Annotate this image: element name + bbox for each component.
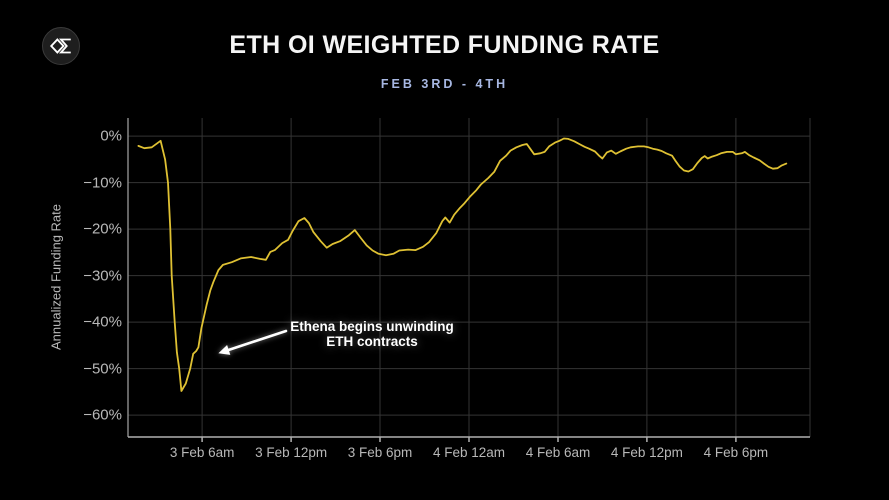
x-tick-label: 3 Feb 12pm bbox=[255, 445, 328, 460]
x-tick-label: 4 Feb 6am bbox=[525, 445, 591, 460]
y-tick-label: −30% bbox=[83, 267, 122, 285]
y-axis-title: Annualized Funding Rate bbox=[48, 204, 64, 350]
chart-subtitle: FEB 3RD - 4TH bbox=[380, 77, 509, 91]
sigma-diamond-glyph bbox=[49, 38, 71, 54]
y-tick-label: −40% bbox=[83, 313, 122, 331]
annotation-arrow-shaft bbox=[223, 329, 288, 353]
y-tick-label: −10% bbox=[83, 174, 122, 192]
y-tick-label: −20% bbox=[83, 220, 122, 238]
annotation-line-2: ETH contracts bbox=[326, 334, 418, 349]
annotation-line-1: Ethena begins unwinding bbox=[290, 319, 454, 334]
sigma-diamond-logo-icon bbox=[42, 27, 80, 65]
x-tick-label: 4 Feb 12am bbox=[432, 445, 506, 460]
y-tick-label: 0% bbox=[100, 127, 122, 145]
chart-title: ETH OI WEIGHTED FUNDING RATE bbox=[229, 31, 660, 59]
annotation-arrow bbox=[218, 329, 288, 355]
y-tick-label: −50% bbox=[83, 360, 122, 378]
x-tick-label: 3 Feb 6pm bbox=[347, 445, 413, 460]
annotation-arrow-head bbox=[218, 345, 231, 355]
x-tick-label: 3 Feb 6am bbox=[169, 445, 235, 460]
x-tick-label: 4 Feb 6pm bbox=[703, 445, 769, 460]
y-tick-label: −60% bbox=[83, 406, 122, 424]
x-tick-label: 4 Feb 12pm bbox=[610, 445, 683, 460]
funding-rate-line bbox=[137, 137, 788, 392]
annotation-text: Ethena begins unwinding ETH contracts bbox=[290, 319, 454, 349]
